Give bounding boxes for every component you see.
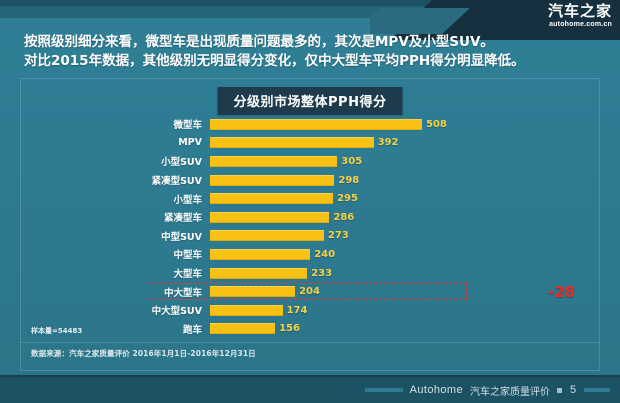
delta-annotation: -28 [548,282,576,301]
bar-category-label: 中型车 [173,250,202,262]
bar-category-label: 紧凑型车 [163,213,202,225]
footer-dash-left-icon [364,388,403,392]
bar-track: 174 [210,301,601,320]
bar-value-label: 286 [333,211,355,223]
data-source-note: 数据来源：汽车之家质量评价 2016年1月1日-2016年12月31日 [31,349,256,358]
bar-fill [210,286,296,298]
bar-value-label: 305 [341,155,363,167]
bar-category-label: 微型车 [173,120,202,132]
bar-value-label: 204 [299,286,320,298]
bar-track: 240 [210,245,601,264]
bar-category-label: 中大型SUV [151,306,202,318]
bar-row: 小型车 295 [21,189,601,208]
bar-track: 286 [210,208,601,227]
bar-row: 紧凑型SUV 298 [21,171,601,190]
bar-fill [210,137,374,149]
bar-value-label: 508 [426,118,447,130]
logo-chinese-text: 汽车之家 [547,2,612,20]
bar-chart: 微型车 508 MPV 392 小型SUV 305 紧凑型SUV 298 小型车 295 紧凑型车 2… [21,115,601,338]
bar-value-label: 273 [327,230,349,242]
bar-fill [210,267,308,279]
bar-category-label: 紧凑型SUV [151,176,202,188]
bar-fill [210,323,276,335]
bar-fill [210,304,283,316]
bar-row: 微型车 508 [21,115,601,134]
sample-size-note: 样本量=54483 [31,327,83,335]
header-diagonal-decoration [370,0,620,40]
bar-value-label: 298 [338,174,360,186]
bar-track: 273 [210,227,601,246]
bar-row: 大型车 233 [21,264,601,283]
bar-value-label: 295 [337,193,358,205]
bar-row: 中型车 240 [21,245,601,264]
page-number: 5 [569,384,577,396]
panel-divider [21,342,599,343]
footer-bar: Autohome 汽车之家质量评价 5 [0,375,620,403]
bar-track: 295 [210,189,601,208]
bar-track: 305 [210,152,601,171]
footer-subtitle: 汽车之家质量评价 [470,386,550,398]
footer-dash-right-icon [584,388,610,392]
bar-fill [210,193,334,205]
bar-category-label: 小型车 [173,194,202,206]
bar-value-label: 233 [311,267,333,279]
bar-value-label: 156 [279,323,300,335]
bar-value-label: 392 [377,137,399,149]
bar-track: 508 [210,115,601,134]
bar-category-label: 中型SUV [161,231,202,243]
bar-fill [210,155,338,167]
bar-category-label: 大型车 [173,269,202,281]
bar-row: 小型SUV 305 [21,152,601,171]
bar-category-label: 中大型车 [163,287,202,299]
bar-track: 392 [210,134,601,153]
logo-url-text: autohome.com.cn [547,21,612,28]
bar-row: 跑车 156 [21,320,601,339]
bar-fill [210,174,335,186]
footer-square-icon [557,387,562,393]
bar-fill [210,118,422,130]
bar-track: 204 -28 [210,282,601,301]
bar-category-label: MPV [178,137,202,149]
bar-fill [210,211,330,223]
bar-track: 298 [210,171,601,190]
bar-category-label: 小型SUV [161,157,202,169]
headline: 按照级别细分来看，微型车是出现质量问题最多的，其次是MPV及小型SUV。 对比2… [24,33,604,71]
autohome-logo: 汽车之家 autohome.com.cn [547,2,612,28]
headline-line-2: 对比2015年数据，其他级别无明显得分变化，仅中大型车平均PPH得分明显降低。 [24,53,525,69]
bar-row: 紧凑型车 286 [21,208,601,227]
bar-row: 中大型车 204 -28 [21,282,601,301]
bar-row: MPV 392 [21,134,601,153]
bar-fill [210,248,311,260]
headline-line-1: 按照级别细分来看，微型车是出现质量问题最多的，其次是MPV及小型SUV。 [24,34,494,50]
bar-value-label: 174 [286,304,308,316]
bar-row: 中型SUV 273 [21,227,601,246]
bar-value-label: 240 [314,248,336,260]
bar-row: 中大型SUV 174 [21,301,601,320]
footer-brand-latin: Autohome [409,384,463,396]
top-accent-band [0,0,620,6]
chart-title: 分级别市场整体PPH得分 [217,87,403,115]
bar-category-label: 跑车 [182,324,202,336]
footer-content: Autohome 汽车之家质量评价 5 [364,377,610,403]
chart-panel: 分级别市场整体PPH得分 微型车 508 MPV 392 小型SUV 305 紧凑型SUV 2… [20,78,600,371]
bar-fill [210,230,324,242]
bar-track: 233 [210,264,601,283]
bar-track: 156 [210,320,601,339]
